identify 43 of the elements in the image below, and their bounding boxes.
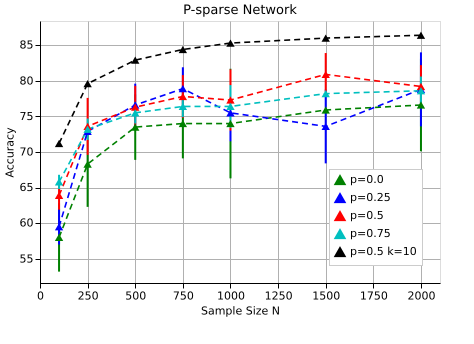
x-tick-label: 1750 [360, 290, 388, 302]
point [226, 102, 235, 110]
legend-label: p=0.25 [350, 191, 391, 204]
x-tick-label: 500 [125, 290, 146, 302]
point [131, 123, 140, 131]
point [54, 234, 64, 242]
x-tick-label: 750 [172, 290, 194, 302]
point [416, 32, 426, 39]
y-tick-label: 60 [20, 216, 34, 230]
y-tick-label: 75 [20, 110, 34, 123]
point [131, 56, 140, 64]
x-tick-label: 250 [78, 290, 99, 302]
x-tick-label: 0 [37, 290, 44, 302]
x-tick-label: 2000 [407, 290, 436, 302]
point [322, 34, 330, 42]
point [131, 109, 140, 116]
x-axis-title: Sample Size N [200, 304, 280, 318]
y-tick-label: 80 [20, 74, 34, 88]
point [131, 104, 140, 111]
point [416, 101, 426, 109]
point [178, 85, 188, 92]
y-axis-title: Accuracy [4, 126, 17, 178]
x-tick-label: 1000 [216, 290, 245, 302]
legend-label: p=0.5 k=10 [350, 245, 417, 258]
point [322, 90, 330, 98]
x-tick-label: 1250 [264, 290, 293, 302]
point [54, 140, 64, 148]
x-tick-label: 1500 [312, 290, 340, 302]
point [322, 106, 330, 114]
point [226, 96, 235, 104]
y-tick-label: 70 [20, 146, 34, 158]
chart-title: P-sparse Network [183, 3, 298, 18]
legend-label: p=0.75 [350, 227, 391, 240]
point [226, 120, 235, 128]
point [226, 39, 235, 47]
y-tick-label: 85 [20, 38, 34, 52]
point [226, 109, 235, 116]
legend-label: p=0.0 [350, 173, 384, 186]
legend-label: p=0.5 [350, 209, 384, 222]
point [83, 80, 92, 88]
point [178, 46, 188, 54]
y-tick-label: 55 [20, 252, 34, 266]
y-tick-label: 65 [20, 181, 34, 194]
